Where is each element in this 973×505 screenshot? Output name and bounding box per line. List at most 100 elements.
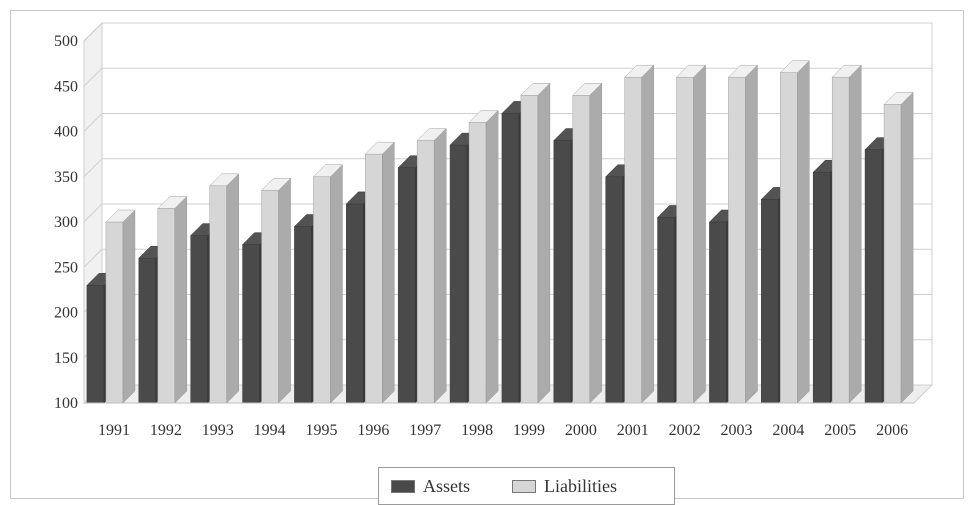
- legend-item-liabilities: Liabilities: [512, 476, 617, 497]
- bar-side-liabilities-1998: [485, 109, 499, 404]
- x-tick-label: 1998: [461, 422, 493, 439]
- bar-assets-2004: [761, 199, 779, 404]
- y-tick-label: 200: [54, 305, 78, 322]
- bar-side-liabilities-2000: [589, 82, 603, 404]
- bar-side-liabilities-2005: [848, 64, 862, 404]
- gridline-side: [83, 158, 103, 178]
- x-tick-label: 2000: [565, 422, 597, 439]
- bar-top-liabilities-2004: [779, 60, 810, 73]
- x-tick-label: 1997: [409, 422, 441, 439]
- gridline-side: [83, 203, 103, 223]
- legend-swatch-assets: [391, 479, 415, 493]
- bar-side-liabilities-2004: [797, 60, 810, 404]
- y-tick-label: 500: [54, 33, 78, 50]
- bar-side-liabilities-2002: [693, 64, 706, 404]
- bar-top-liabilities-1992: [157, 196, 188, 209]
- bar-assets-2002: [657, 217, 675, 404]
- bar-liabilities-1996: [365, 153, 383, 404]
- bar-liabilities-2005: [831, 76, 850, 404]
- bar-top-liabilities-1995: [312, 164, 344, 177]
- y-tick-label: 100: [54, 395, 78, 412]
- bar-side-liabilities-2006: [900, 91, 914, 404]
- bar-side-liabilities-1995: [330, 164, 343, 404]
- gridline-side: [83, 113, 103, 132]
- bar-assets-1996: [346, 203, 364, 404]
- bar-liabilities-1991: [105, 221, 124, 404]
- x-tick-label: 2004: [772, 422, 804, 439]
- bar-assets-1991: [86, 285, 105, 404]
- bar-assets-1999: [501, 113, 520, 404]
- bar-top-liabilities-2002: [675, 64, 707, 78]
- bar-assets-2003: [709, 221, 727, 404]
- bar-side-liabilities-1996: [382, 141, 395, 404]
- bar-top-liabilities-2005: [831, 64, 862, 78]
- bar-assets-1992: [138, 257, 157, 404]
- chart-legend: Assets Liabilities: [378, 467, 675, 505]
- legend-swatch-liabilities: [512, 479, 537, 493]
- bar-assets-1993: [190, 235, 208, 404]
- bar-liabilities-1997: [416, 140, 435, 404]
- y-tick-label: 250: [54, 259, 78, 276]
- bar-liabilities-2006: [883, 104, 902, 404]
- x-tick-label: 2005: [824, 422, 856, 439]
- bar-liabilities-1993: [209, 185, 227, 404]
- x-tick-label: 2003: [720, 422, 752, 439]
- bar-side-liabilities-1993: [226, 173, 239, 404]
- gridline-side: [83, 67, 103, 87]
- legend-label-assets: Assets: [423, 475, 471, 496]
- bar-assets-1995: [294, 226, 312, 404]
- x-tick-label: 1991: [98, 422, 130, 439]
- x-tick-label: 1999: [513, 422, 545, 439]
- bar-chart: 100 150 200 250 300 350 400 450 500 1991 1992 1993 1…: [54, 21, 934, 439]
- x-tick-label: 1995: [305, 422, 337, 439]
- legend-item-assets: Assets: [391, 476, 470, 497]
- x-tick-label: 1992: [150, 422, 182, 439]
- chart-frame: 100 150 200 250 300 350 400 450 500 1991 1992 1993 1…: [10, 10, 964, 505]
- bar-top-liabilities-1993: [209, 173, 240, 187]
- bar-assets-2005: [812, 171, 831, 404]
- bar-top-liabilities-1996: [364, 141, 395, 155]
- bar-liabilities-1994: [261, 190, 279, 404]
- bar-assets-2000: [553, 140, 572, 404]
- y-tick-label: 150: [54, 350, 78, 367]
- bar-liabilities-2002: [676, 76, 694, 404]
- gridline-side: [83, 248, 103, 268]
- bar-liabilities-2003: [728, 76, 746, 404]
- legend-label-liabilities: Liabilities: [544, 475, 617, 496]
- bar-liabilities-2000: [572, 95, 591, 404]
- x-tick-label: 2006: [876, 422, 908, 439]
- bar-assets-1998: [449, 144, 468, 404]
- bar-liabilities-2001: [624, 76, 642, 404]
- x-tick-label: 2001: [617, 422, 649, 439]
- bar-assets-2006: [864, 149, 883, 404]
- bar-side-liabilities-1999: [537, 82, 551, 404]
- bar-liabilities-1995: [313, 176, 331, 404]
- bar-top-liabilities-2001: [624, 64, 655, 78]
- y-tick-label: 350: [54, 169, 78, 186]
- bar-liabilities-1999: [520, 95, 539, 404]
- y-tick-label: 450: [54, 78, 78, 95]
- bar-side-liabilities-2003: [745, 64, 758, 404]
- gridline-side: [83, 22, 103, 42]
- bar-top-liabilities-1994: [260, 178, 292, 191]
- bar-side-liabilities-1997: [433, 127, 447, 404]
- x-tick-label: 1994: [254, 422, 286, 439]
- bar-assets-1994: [242, 244, 260, 404]
- bar-assets-2001: [605, 176, 623, 404]
- x-tick-label: 1996: [357, 422, 389, 439]
- bar-liabilities-2004: [780, 72, 798, 404]
- bar-side-liabilities-1991: [122, 209, 136, 404]
- bar-top-liabilities-1991: [105, 209, 136, 223]
- bar-liabilities-1992: [157, 208, 176, 404]
- y-tick-label: 300: [54, 214, 78, 231]
- x-tick-label: 1993: [202, 422, 234, 439]
- x-tick-label: 2002: [669, 422, 701, 439]
- bar-top-liabilities-2003: [727, 64, 759, 78]
- bar-side-liabilities-1994: [278, 177, 291, 404]
- bar-assets-1997: [397, 167, 416, 404]
- bar-top-liabilities-2000: [572, 83, 603, 96]
- bar-top-liabilities-1999: [520, 83, 551, 96]
- bar-top-liabilities-1998: [468, 110, 499, 123]
- y-tick-label: 400: [54, 124, 78, 141]
- bar-side-liabilities-2001: [641, 64, 654, 404]
